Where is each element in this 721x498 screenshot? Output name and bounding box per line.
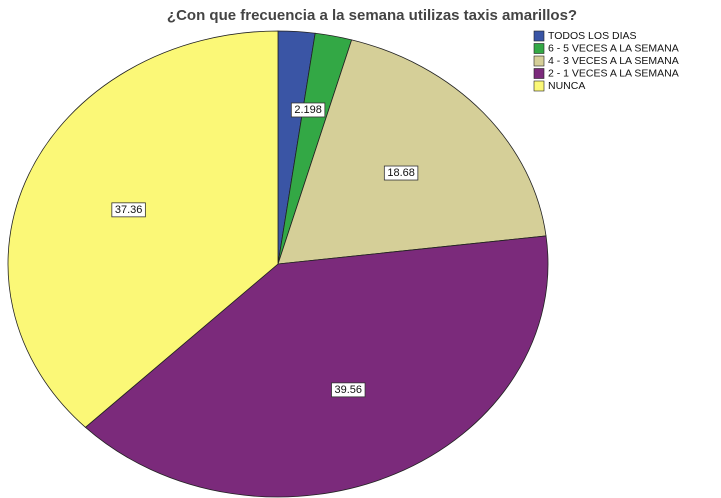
legend-label: NUNCA	[548, 80, 585, 92]
pie-slice	[84, 235, 549, 498]
data-label-box	[331, 382, 366, 398]
data-label-box	[111, 202, 146, 218]
legend-label: 4 - 3 VECES A LA SEMANA	[548, 55, 679, 67]
legend-swatch	[533, 55, 545, 67]
legend-label: TODOS LOS DIAS	[548, 30, 637, 42]
pie-slice	[7, 30, 279, 428]
data-label-box	[290, 102, 326, 118]
chart-title: ¿Con que frecuencia a la semana utilizas…	[167, 7, 577, 24]
legend-swatch	[533, 68, 545, 79]
data-label: 39.56	[335, 384, 363, 396]
pie-slice	[277, 39, 547, 265]
data-label: 37.36	[115, 204, 143, 216]
legend-swatch	[533, 43, 545, 54]
legend-swatch	[533, 30, 545, 42]
data-label-box	[383, 165, 419, 181]
data-label: 2.198	[294, 104, 322, 116]
legend-label: 2 - 1 VECES A LA SEMANA	[548, 67, 679, 79]
data-label: 18.68	[387, 167, 415, 179]
legend-label: 6 - 5 VECES A LA SEMANA	[548, 42, 679, 54]
legend-swatch	[533, 80, 545, 92]
